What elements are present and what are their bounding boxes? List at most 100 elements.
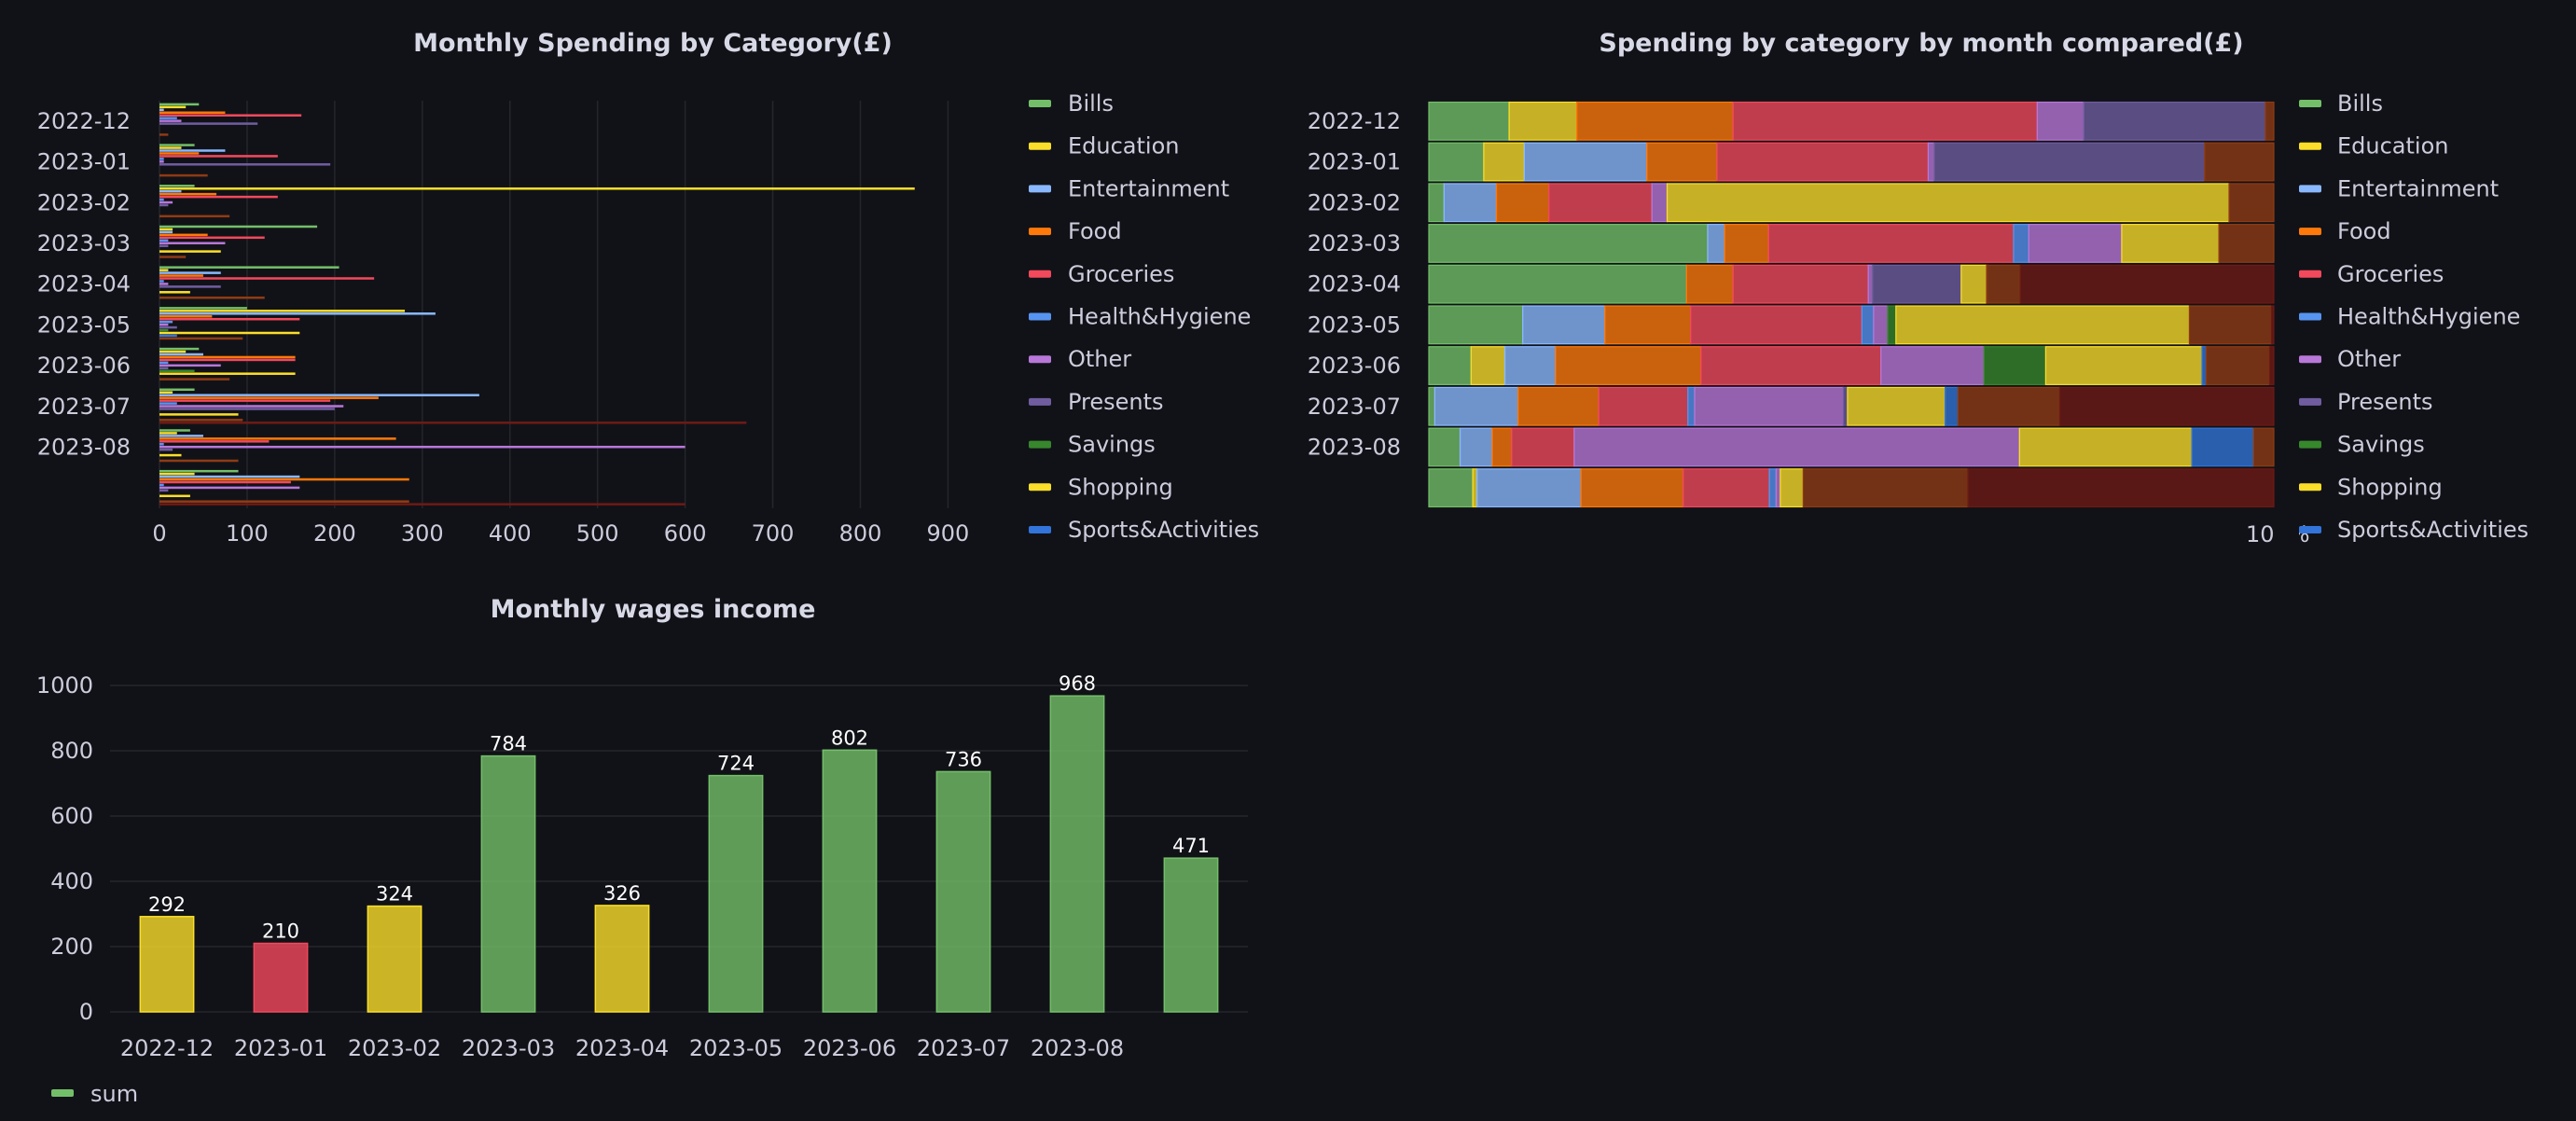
bar-groceries-2023-04[interactable] — [159, 277, 375, 280]
legend-item-entertainment[interactable]: Entertainment — [2299, 175, 2499, 201]
bar-remainder-2023-08[interactable] — [159, 459, 239, 463]
bar-bills-2023-03[interactable] — [159, 225, 318, 228]
bar-sports-activities-2023-05[interactable] — [159, 334, 177, 338]
segment-groceries-2022-12[interactable] — [1732, 101, 2038, 141]
segment-remainder-blank[interactable] — [1802, 468, 1969, 508]
segment-food-2023-04[interactable] — [1685, 264, 1734, 304]
bar-health-hygiene-2023-08[interactable] — [159, 443, 164, 446]
bar-other-2023-07[interactable] — [159, 405, 344, 408]
wages-legend[interactable]: sum — [51, 1081, 138, 1107]
segment-food-2022-12[interactable] — [1575, 101, 1734, 141]
segment-groceries-2023-02[interactable] — [1548, 183, 1653, 223]
bar-education-2023-07[interactable] — [159, 391, 173, 394]
legend-item-presents[interactable]: Presents — [1029, 389, 1164, 415]
bar-remainder-blank[interactable] — [159, 500, 409, 503]
wage-bar-2022-12[interactable] — [139, 916, 195, 1013]
bar-entertainment-2023-02[interactable] — [159, 189, 182, 193]
segment-groceries-2023-04[interactable] — [1732, 264, 1869, 304]
bar-remainder-2023-03[interactable] — [159, 256, 187, 258]
segment-food-blank[interactable] — [1580, 468, 1684, 508]
bar-health-hygiene-2023-04[interactable] — [159, 280, 164, 283]
wage-bar-2023-07[interactable] — [935, 770, 991, 1013]
segment-bills-2023-02[interactable] — [1428, 183, 1445, 223]
legend-item-bills[interactable]: Bills — [1029, 90, 1114, 117]
segment-food-2023-02[interactable] — [1495, 183, 1550, 223]
bar-presents-2022-12[interactable] — [159, 122, 258, 125]
legend-item-groceries[interactable]: Groceries — [1029, 261, 1174, 287]
segment-bills-2023-01[interactable] — [1428, 142, 1485, 182]
segment-sports-activities-2023-06[interactable] — [2201, 346, 2208, 385]
legend-item-bills[interactable]: Bills — [2299, 90, 2383, 117]
bar-entertainment-blank[interactable] — [159, 475, 300, 478]
segment-groceries-2023-07[interactable] — [1598, 386, 1689, 426]
bar-presents-2023-05[interactable] — [159, 325, 177, 329]
bar-health-hygiene-2023-07[interactable] — [159, 402, 177, 405]
legend-item-savings[interactable]: Savings — [2299, 432, 2425, 458]
bar-bills-2023-08[interactable] — [159, 429, 190, 432]
bar-health-hygiene-2023-06[interactable] — [159, 361, 169, 365]
legend-item-groceries[interactable]: Groceries — [2299, 261, 2444, 287]
bar-presents-2023-08[interactable] — [159, 448, 173, 451]
segment-entertainment-2023-02[interactable] — [1443, 183, 1498, 223]
bar-groceries-2023-05[interactable] — [159, 317, 300, 321]
segment-remainder2-2023-06[interactable] — [2268, 346, 2275, 385]
bar-education-2023-06[interactable] — [159, 350, 187, 353]
bar-bills-2023-06[interactable] — [159, 347, 200, 351]
segment-other-blank[interactable] — [1775, 468, 1781, 508]
bar-presents-2023-02[interactable] — [159, 203, 169, 207]
bar-health-hygiene-2022-12[interactable] — [159, 117, 177, 119]
segment-shopping-2023-07[interactable] — [1847, 386, 1946, 426]
segment-entertainment-2023-01[interactable] — [1523, 142, 1648, 182]
bar-other-2023-05[interactable] — [159, 323, 169, 326]
segment-sports-activities-2023-08[interactable] — [2191, 427, 2254, 467]
wage-bar-2023-02[interactable] — [367, 905, 422, 1013]
bar-education-blank[interactable] — [159, 472, 195, 476]
segment-food-2023-06[interactable] — [1555, 346, 1702, 385]
bar-savings-2023-06[interactable] — [159, 369, 195, 373]
bar-presents-blank[interactable] — [159, 489, 169, 492]
legend-item-sports-activities[interactable]: Sports&Activities — [2299, 517, 2528, 543]
segment-bills-2023-06[interactable] — [1428, 346, 1472, 385]
bar-groceries-2023-03[interactable] — [159, 236, 265, 240]
segment-entertainment-2023-07[interactable] — [1433, 386, 1519, 426]
segment-groceries-2023-06[interactable] — [1700, 346, 1882, 385]
legend-item-shopping[interactable]: Shopping — [1029, 474, 1173, 500]
bar-bills-2022-12[interactable] — [159, 103, 200, 106]
bar-groceries-2023-02[interactable] — [159, 195, 278, 199]
segment-remainder-2022-12[interactable] — [2264, 101, 2275, 141]
segment-groceries-2023-08[interactable] — [1511, 427, 1575, 467]
bar-groceries-blank[interactable] — [159, 480, 291, 484]
bar-bills-2023-07[interactable] — [159, 388, 195, 392]
bar-entertainment-2023-03[interactable] — [159, 230, 173, 234]
segment-remainder2-blank[interactable] — [1967, 468, 2275, 508]
segment-bills-2023-04[interactable] — [1428, 264, 1687, 304]
bar-remainder-2022-12[interactable] — [159, 133, 169, 136]
segment-remainder2-2023-07[interactable] — [2058, 386, 2275, 426]
segment-entertainment-2023-05[interactable] — [1522, 305, 1606, 345]
bar-groceries-2023-01[interactable] — [159, 155, 278, 158]
segment-other-2023-08[interactable] — [1573, 427, 2020, 467]
segment-presents-2023-01[interactable] — [1933, 142, 2206, 182]
segment-shopping-2023-02[interactable] — [1666, 183, 2230, 223]
bar-health-hygiene-2023-03[interactable] — [159, 239, 169, 242]
bar-food-2023-03[interactable] — [159, 233, 208, 237]
segment-entertainment-2023-03[interactable] — [1707, 224, 1725, 263]
segment-food-2023-01[interactable] — [1646, 142, 1718, 182]
bar-health-hygiene-2023-05[interactable] — [159, 320, 173, 324]
segment-remainder-2023-04[interactable] — [1986, 264, 2021, 304]
segment-bills-2023-07[interactable] — [1428, 386, 1435, 426]
bar-entertainment-2023-04[interactable] — [159, 271, 221, 274]
bar-remainder-2023-01[interactable] — [159, 173, 208, 177]
segment-entertainment-2023-08[interactable] — [1459, 427, 1493, 467]
bar-food-2023-04[interactable] — [159, 274, 203, 277]
legend-item-other[interactable]: Other — [2299, 346, 2401, 372]
segment-shopping-blank[interactable] — [1780, 468, 1804, 508]
bar-health-hygiene-2023-02[interactable] — [159, 198, 164, 201]
bar-other-2023-04[interactable] — [159, 283, 169, 285]
segment-education-blank[interactable] — [1472, 468, 1478, 508]
legend-item-education[interactable]: Education — [1029, 133, 1179, 159]
wage-bar-2023-06[interactable] — [822, 749, 878, 1013]
bar-education-2022-12[interactable] — [159, 105, 187, 109]
segment-remainder-2023-06[interactable] — [2205, 346, 2271, 385]
segment-shopping-2023-06[interactable] — [2044, 346, 2203, 385]
